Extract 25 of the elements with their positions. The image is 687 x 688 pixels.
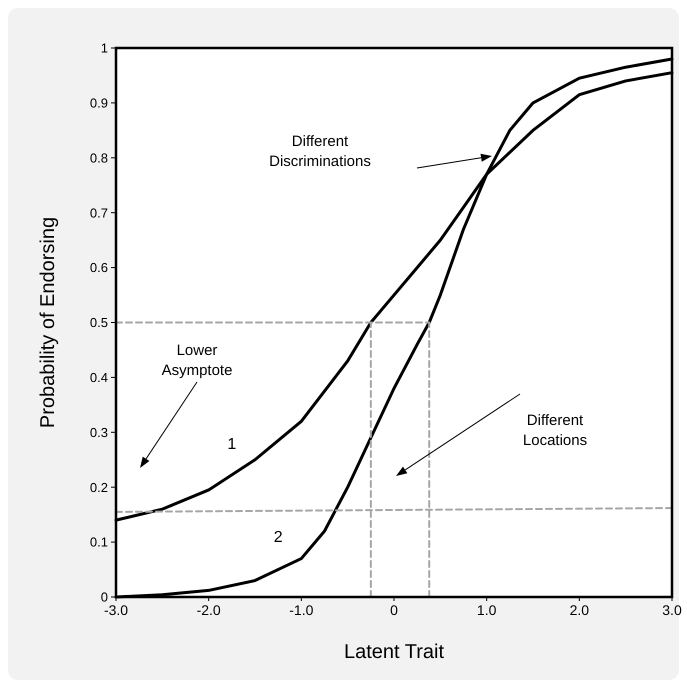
y-tick-label: 0.9 xyxy=(90,95,108,110)
y-tick-label: 0.7 xyxy=(90,205,108,220)
y-tick-label: 0.8 xyxy=(90,150,108,166)
x-axis-title: Latent Trait xyxy=(344,641,444,663)
y-tick-label: 0.5 xyxy=(90,315,108,330)
y-tick-label: 0.1 xyxy=(90,534,108,550)
y-tick-label: 1 xyxy=(100,40,108,56)
series-label: 1 xyxy=(227,436,236,453)
y-tick-label: 0.3 xyxy=(90,424,108,440)
annotation: Different Locations xyxy=(522,412,588,449)
x-tick-label: 1.0 xyxy=(476,602,497,618)
series-label: 2 xyxy=(274,529,283,546)
y-axis-title: Probability of Endorsing xyxy=(37,216,59,428)
x-tick-label: 2.0 xyxy=(570,602,590,618)
x-tick-label: 0 xyxy=(390,602,398,618)
x-tick-label: -2.0 xyxy=(196,602,221,618)
annotation: Different Discriminations xyxy=(269,133,371,170)
y-tick-label: 0.4 xyxy=(90,370,108,385)
x-tick-label: 3.0 xyxy=(662,602,682,618)
annotation: Lower Asymptote xyxy=(162,342,232,379)
y-tick-label: 0 xyxy=(100,590,108,605)
x-tick-label: -1.0 xyxy=(289,602,314,618)
x-tick-label: -3.0 xyxy=(104,602,128,618)
y-tick-label: 0.2 xyxy=(90,480,108,495)
y-tick-label: 0.6 xyxy=(90,260,108,276)
